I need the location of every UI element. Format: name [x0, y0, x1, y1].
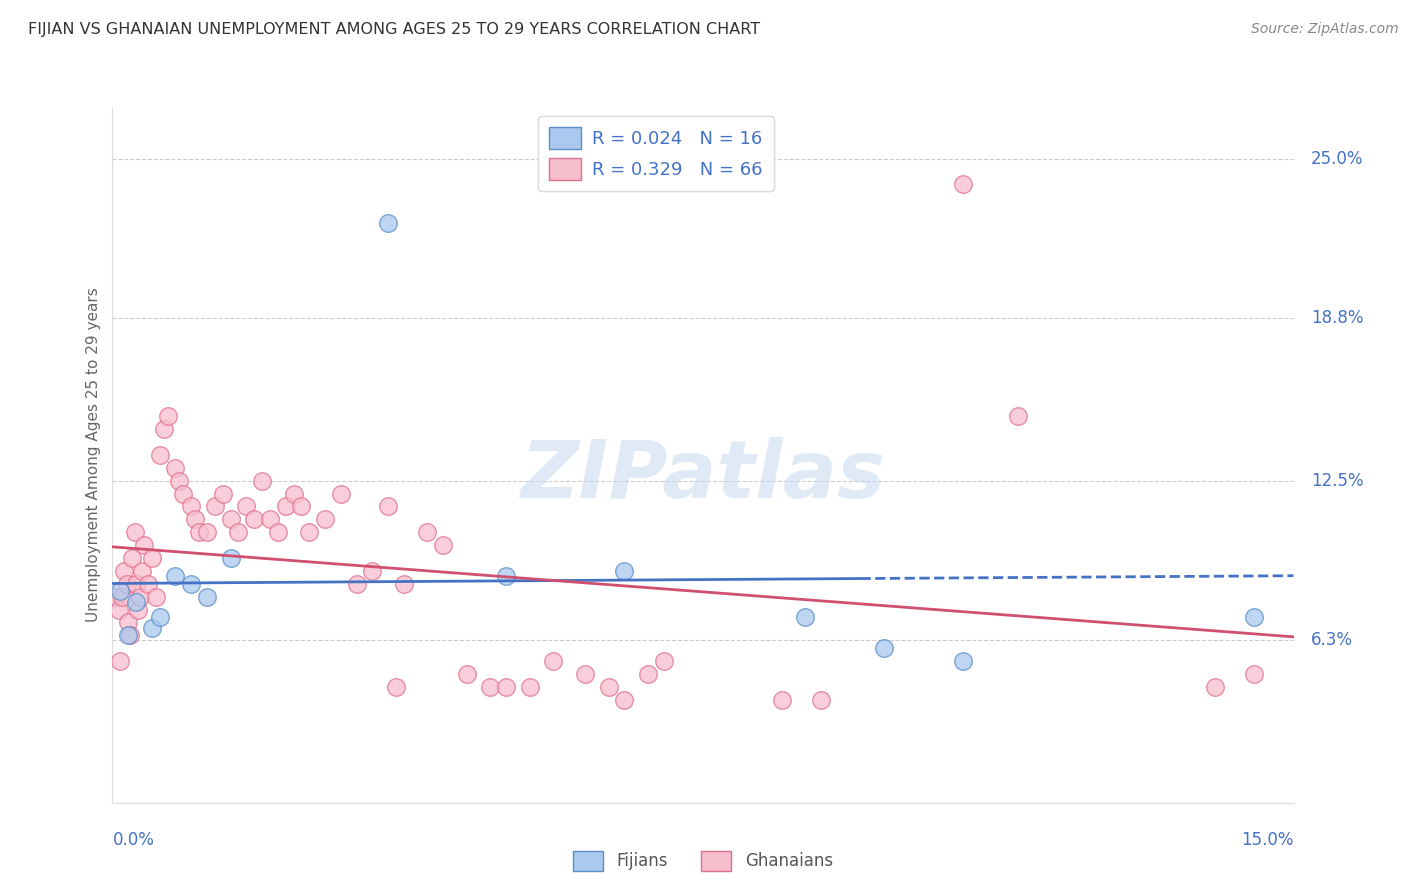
Point: [873, 641, 896, 656]
Point: [172, 486, 194, 500]
Point: [346, 576, 368, 591]
Point: [136, 576, 159, 591]
Text: 6.3%: 6.3%: [1312, 632, 1353, 649]
Point: [211, 486, 233, 500]
Point: [432, 538, 454, 552]
Point: [392, 576, 415, 591]
Point: [141, 551, 163, 566]
Point: [149, 610, 172, 624]
Point: [952, 178, 974, 192]
Y-axis label: Unemployment Among Ages 25 to 29 years: Unemployment Among Ages 25 to 29 years: [86, 287, 101, 623]
Point: [107, 602, 129, 616]
Point: [283, 486, 305, 500]
Point: [219, 551, 242, 566]
Point: [152, 422, 174, 436]
Point: [111, 590, 134, 604]
Point: [1204, 680, 1226, 694]
Point: [416, 525, 439, 540]
Point: [131, 564, 153, 578]
Point: [598, 680, 620, 694]
Point: [1243, 610, 1265, 624]
Point: [952, 654, 974, 668]
Text: ZIPatlas: ZIPatlas: [520, 437, 886, 515]
Text: 12.5%: 12.5%: [1312, 472, 1364, 490]
Point: [479, 680, 502, 694]
Point: [169, 474, 191, 488]
Text: 25.0%: 25.0%: [1312, 150, 1364, 168]
Point: [290, 500, 312, 514]
Point: [112, 564, 135, 578]
Point: [180, 576, 202, 591]
Point: [274, 500, 297, 514]
Point: [794, 610, 817, 624]
Point: [495, 680, 517, 694]
Point: [141, 621, 163, 635]
Point: [118, 628, 141, 642]
Text: 18.8%: 18.8%: [1312, 310, 1364, 327]
Point: [228, 525, 250, 540]
Point: [613, 564, 636, 578]
Text: 15.0%: 15.0%: [1241, 830, 1294, 848]
Text: FIJIAN VS GHANAIAN UNEMPLOYMENT AMONG AGES 25 TO 29 YEARS CORRELATION CHART: FIJIAN VS GHANAIAN UNEMPLOYMENT AMONG AG…: [28, 22, 761, 37]
Point: [125, 595, 148, 609]
Point: [195, 525, 218, 540]
Text: 0.0%: 0.0%: [112, 830, 155, 848]
Point: [165, 460, 187, 475]
Point: [235, 500, 257, 514]
Point: [156, 409, 179, 424]
Point: [314, 512, 336, 526]
Legend: R = 0.024   N = 16, R = 0.329   N = 66: R = 0.024 N = 16, R = 0.329 N = 66: [538, 116, 773, 191]
Point: [117, 615, 139, 630]
Text: Source: ZipAtlas.com: Source: ZipAtlas.com: [1251, 22, 1399, 37]
Point: [124, 525, 146, 540]
Point: [149, 448, 172, 462]
Point: [117, 628, 139, 642]
Point: [385, 680, 408, 694]
Point: [377, 500, 399, 514]
Legend: Fijians, Ghanaians: Fijians, Ghanaians: [565, 842, 841, 880]
Point: [180, 500, 202, 514]
Point: [188, 525, 211, 540]
Point: [110, 654, 132, 668]
Point: [121, 551, 143, 566]
Point: [574, 667, 596, 681]
Point: [204, 500, 226, 514]
Point: [165, 569, 187, 583]
Point: [129, 590, 152, 604]
Point: [298, 525, 321, 540]
Point: [652, 654, 675, 668]
Point: [115, 576, 138, 591]
Point: [377, 216, 399, 230]
Point: [243, 512, 266, 526]
Point: [132, 538, 155, 552]
Point: [250, 474, 273, 488]
Point: [361, 564, 384, 578]
Point: [1007, 409, 1029, 424]
Point: [110, 584, 132, 599]
Point: [259, 512, 281, 526]
Point: [613, 692, 636, 706]
Point: [184, 512, 207, 526]
Point: [637, 667, 659, 681]
Point: [456, 667, 478, 681]
Point: [105, 590, 128, 604]
Point: [219, 512, 242, 526]
Point: [195, 590, 218, 604]
Point: [125, 576, 148, 591]
Point: [145, 590, 167, 604]
Point: [519, 680, 541, 694]
Point: [495, 569, 517, 583]
Point: [267, 525, 290, 540]
Point: [127, 602, 149, 616]
Point: [770, 692, 793, 706]
Point: [1243, 667, 1265, 681]
Point: [329, 486, 352, 500]
Point: [810, 692, 832, 706]
Point: [543, 654, 565, 668]
